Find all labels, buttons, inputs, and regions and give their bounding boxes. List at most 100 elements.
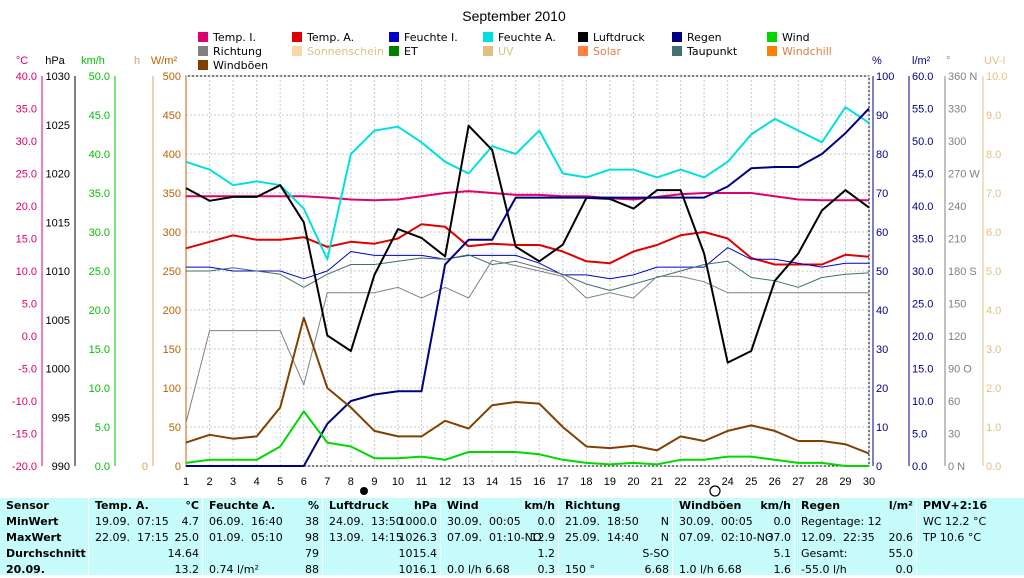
x-tick-label: 30 xyxy=(863,476,875,488)
stats-header-title: Luftdruck xyxy=(329,499,389,512)
stats-cell-row: 13.2 xyxy=(89,562,203,578)
axis-solar-tick-label: 400 xyxy=(163,149,181,161)
legend-item-solar: Solar xyxy=(578,45,621,58)
stats-date: 22.09. xyxy=(95,531,130,544)
stats-time: 01:10-NO xyxy=(489,531,542,544)
axis-temp-tick-label: -5.0 xyxy=(18,364,37,376)
legend-item-temp_i: Temp. I. xyxy=(198,31,256,44)
full-moon-icon xyxy=(709,485,721,497)
axis-rain-tick-label: 20.0 xyxy=(912,331,933,343)
legend-swatch xyxy=(198,46,208,56)
axis-uv-tick-label: 1.0 xyxy=(986,422,1001,434)
legend-swatch xyxy=(483,32,493,42)
axis-pressure-tick-label: 1030 xyxy=(46,71,70,83)
stats-time: 00:05 xyxy=(489,515,521,528)
x-tick-label: 15 xyxy=(510,476,522,488)
x-tick-label: 5 xyxy=(277,476,283,488)
stats-date: 30.09. xyxy=(679,515,714,528)
axis-rain-tick-label: 35.0 xyxy=(912,234,933,246)
axis-direction-tick-label: 90 O xyxy=(948,364,972,376)
legend-item-sonnenschein: Sonnenschein xyxy=(292,45,384,58)
axis-wind-tick-label: 45.0 xyxy=(89,110,110,122)
stats-date: 0.74 l/m² xyxy=(209,563,259,576)
stats-col-pmv: PMV+2:16 WC 12.2 °C TP 10.6 °C xyxy=(916,498,1024,575)
axis-humidity-tick-label: 80 xyxy=(876,149,888,161)
legend-item-et: ET xyxy=(389,45,418,58)
axis-pressure-tick-label: 995 xyxy=(52,412,70,424)
stats-value: 20.6 xyxy=(888,531,914,544)
axis-humidity-tick-label: 0 xyxy=(876,461,882,473)
stats-pmv-line xyxy=(917,562,1024,578)
stats-date: 06.09. xyxy=(209,515,244,528)
axis-uv-tick-label: 3.0 xyxy=(986,344,1001,356)
stats-time: 14:15 xyxy=(371,531,403,544)
stats-value: 12.9 xyxy=(530,531,556,544)
legend-swatch xyxy=(389,46,399,56)
axis-wind-tick-label: 10.0 xyxy=(89,383,110,395)
x-tick-label: 6 xyxy=(301,476,307,488)
stats-header-unit: hPa xyxy=(413,499,437,512)
stats-value: 79 xyxy=(305,547,319,560)
axis-wind-tick-label: 35.0 xyxy=(89,188,110,200)
x-tick-label: 18 xyxy=(580,476,592,488)
x-tick-label: 20 xyxy=(627,476,639,488)
stats-cell-row: S-SO xyxy=(559,546,673,562)
series-line-temp-i- xyxy=(186,190,869,202)
stats-pmv-line: TP 10.6 °C xyxy=(923,531,982,544)
axis-rain-tick-label: 25.0 xyxy=(912,299,933,311)
axis-humidity-unit: % xyxy=(872,55,882,67)
stats-header-unit: l/m² xyxy=(888,499,913,512)
axis-temp-tick-label: 15.0 xyxy=(16,234,37,246)
stats-header: Richtung xyxy=(559,498,673,514)
axis-pressure-tick-label: 1020 xyxy=(46,169,70,181)
legend-swatch xyxy=(292,46,302,56)
stats-cell-row: 13.09. 14:15 1026.3 xyxy=(323,530,441,546)
axis-rain-tick-label: 50.0 xyxy=(912,136,933,148)
legend-swatch xyxy=(672,46,682,56)
stats-col-luftdruck: Luftdruck hPa 24.09. 13:50 1000.0 13.09. 14:15… xyxy=(322,498,441,576)
axis-uv-tick-label: 0.0 xyxy=(986,461,1001,473)
stats-cell-row: 19.09. 07:15 4.7 xyxy=(89,514,203,530)
stats-col-richtung: Richtung 21.09. 18:50 N 25.09. 14:40 N S-SO 150 … xyxy=(558,498,673,578)
axis-pressure-tick-label: 1000 xyxy=(46,364,70,376)
stats-value: N xyxy=(660,515,669,528)
stats-value: 1016.1 xyxy=(398,563,438,576)
legend-label: Windböen xyxy=(213,59,269,72)
axis-uv-tick-label: 6.0 xyxy=(986,227,1001,239)
legend-label: Luftdruck xyxy=(593,31,645,44)
legend-swatch xyxy=(672,32,682,42)
stats-date: 01.09. xyxy=(209,531,244,544)
stats-cell-row: 24.09. 13:50 1000.0 xyxy=(323,514,441,530)
stats-row-label: 20.09. xyxy=(6,563,45,576)
stats-value: 88 xyxy=(305,563,319,576)
axis-wind-tick-label: 15.0 xyxy=(89,344,110,356)
x-tick-label: 14 xyxy=(486,476,498,488)
axis-direction-tick-label: 180 S xyxy=(948,266,977,278)
legend-item-temp_a: Temp. A. xyxy=(292,31,354,44)
axis-uv-tick-label: 4.0 xyxy=(986,305,1001,317)
legend-swatch xyxy=(389,32,399,42)
stats-cell-row: 1.0 l/h 6.68 1.6 xyxy=(673,562,795,578)
stats-header-title: Feuchte A. xyxy=(209,499,276,512)
axis-humidity-tick-label: 90 xyxy=(876,110,888,122)
stats-value: 14.64 xyxy=(167,547,200,560)
axis-humidity-tick-label: 30 xyxy=(876,344,888,356)
axis-wind-tick-label: 5.0 xyxy=(95,422,110,434)
stats-value: 55.0 xyxy=(888,547,914,560)
axis-pressure-tick-label: 1010 xyxy=(46,266,70,278)
stats-header-title: Temp. A. xyxy=(95,499,149,512)
stats-value: 13.2 xyxy=(174,563,200,576)
axis-wind-tick-label: 40.0 xyxy=(89,149,110,161)
axis-temp-tick-label: -15.0 xyxy=(12,429,37,441)
x-tick-label: 1 xyxy=(183,476,189,488)
legend-label: Richtung xyxy=(213,45,262,58)
chart-title: September 2010 xyxy=(462,8,566,24)
stats-value: 38 xyxy=(305,515,319,528)
stats-date: Regentage: 12 xyxy=(801,515,882,528)
stats-header: Sensor xyxy=(6,499,49,512)
stats-cell-row: 25.09. 14:40 N xyxy=(559,530,673,546)
legend-item-feuchte_a: Feuchte A. xyxy=(483,31,556,44)
x-tick-label: 22 xyxy=(674,476,686,488)
stats-cell-row: 150 ° 6.68 xyxy=(559,562,673,578)
legend-item-richtung: Richtung xyxy=(198,45,262,58)
